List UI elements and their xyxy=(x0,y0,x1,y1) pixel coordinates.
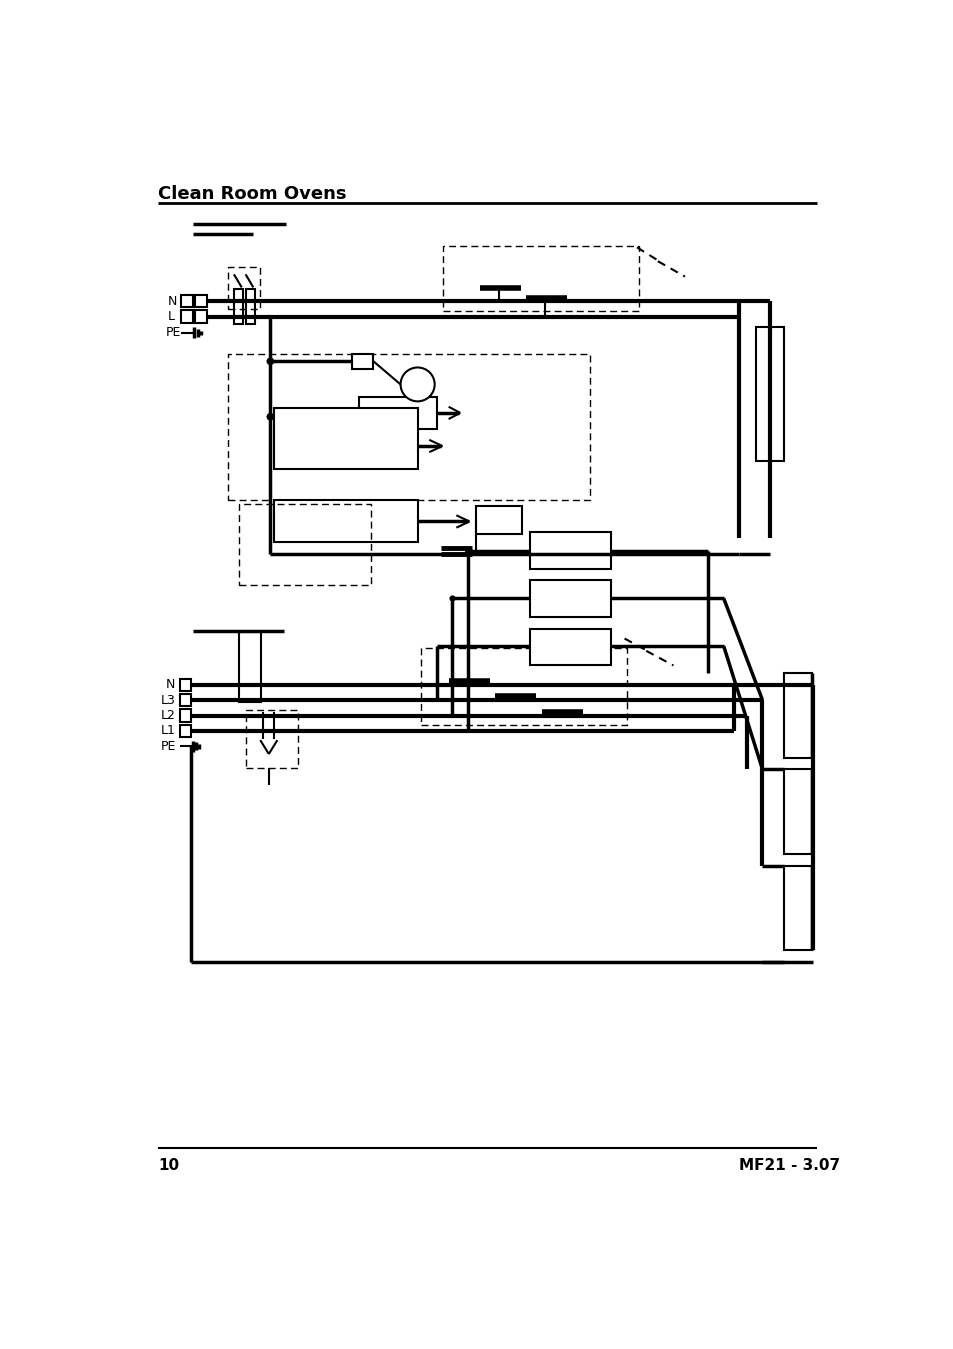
Bar xyxy=(756,326,783,461)
Bar xyxy=(179,693,192,707)
Bar xyxy=(530,629,611,665)
Bar xyxy=(228,353,590,500)
Bar xyxy=(233,289,243,324)
Circle shape xyxy=(266,357,274,366)
Text: PE: PE xyxy=(161,739,176,753)
Bar xyxy=(421,648,626,724)
Bar xyxy=(476,506,521,534)
Bar xyxy=(179,724,192,737)
Bar xyxy=(274,407,417,469)
Bar xyxy=(783,769,811,854)
Text: N: N xyxy=(167,294,176,308)
Bar xyxy=(530,533,611,569)
Bar xyxy=(443,246,638,312)
Circle shape xyxy=(449,595,456,602)
Text: L: L xyxy=(167,310,174,324)
Bar xyxy=(783,673,811,758)
Text: 10: 10 xyxy=(158,1159,179,1174)
Text: PE: PE xyxy=(166,326,181,340)
Bar xyxy=(181,310,193,322)
Bar xyxy=(359,397,436,429)
Text: MF21 - 3.07: MF21 - 3.07 xyxy=(739,1159,840,1174)
Bar xyxy=(179,679,192,691)
Text: L1: L1 xyxy=(161,724,175,738)
Bar xyxy=(195,310,207,322)
Text: L2: L2 xyxy=(161,710,175,722)
Text: L3: L3 xyxy=(161,693,175,707)
Bar xyxy=(245,710,298,768)
Text: N: N xyxy=(166,679,175,691)
Circle shape xyxy=(266,413,274,421)
Bar xyxy=(179,710,192,722)
Text: Clean Room Ovens: Clean Room Ovens xyxy=(158,185,346,204)
Bar xyxy=(783,866,811,950)
Bar xyxy=(239,503,371,584)
Circle shape xyxy=(400,367,435,402)
Bar xyxy=(530,580,611,616)
Bar xyxy=(245,289,254,324)
Bar xyxy=(181,295,193,308)
Bar xyxy=(352,353,373,370)
Bar xyxy=(239,633,261,701)
Circle shape xyxy=(464,548,471,554)
Bar xyxy=(274,500,417,542)
Bar xyxy=(195,295,207,308)
Bar xyxy=(228,267,260,309)
